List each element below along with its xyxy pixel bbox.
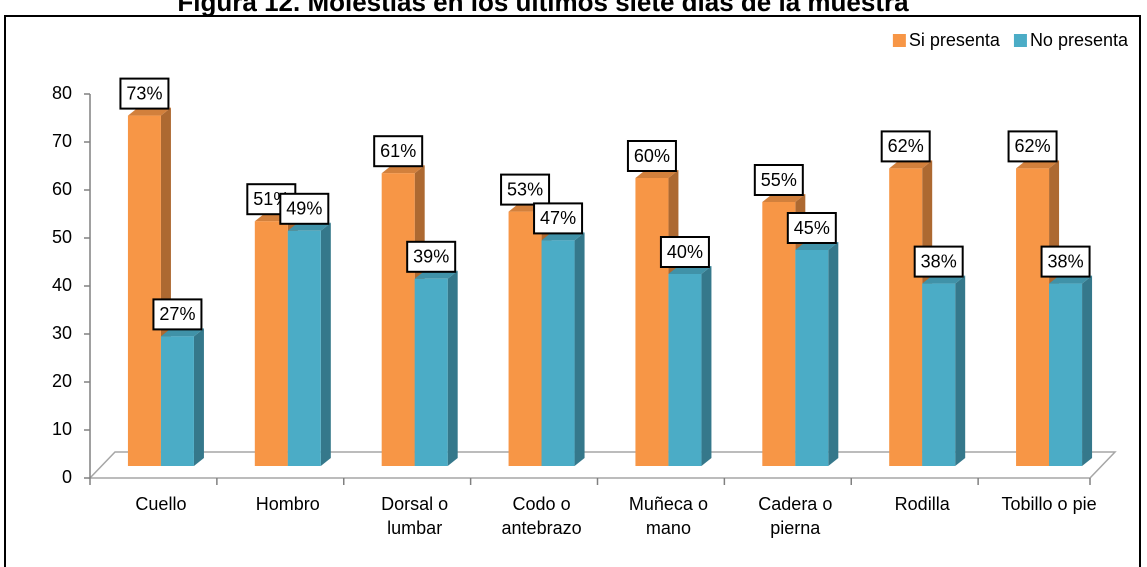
bar (381, 173, 415, 466)
value-label: 47% (540, 208, 576, 228)
value-label: 45% (794, 218, 830, 238)
value-label: 73% (126, 83, 162, 103)
bar (541, 240, 575, 466)
value-label-box (880, 130, 931, 163)
bar (127, 115, 161, 466)
value-label-box (1007, 130, 1058, 163)
legend-label: No presenta (1030, 30, 1129, 50)
y-tick-label: 80 (52, 83, 72, 103)
chart-title: Figura 12. Molestias en los últimos siet… (177, 0, 909, 17)
y-tick-label: 70 (52, 131, 72, 151)
value-label: 38% (921, 251, 957, 271)
bar-side (828, 242, 839, 466)
y-tick-label: 10 (52, 419, 72, 439)
bar (254, 221, 288, 466)
bar (414, 278, 448, 466)
value-label: 53% (507, 179, 543, 199)
value-label-box (279, 192, 330, 225)
x-tick-label: Muñeca o mano (628, 494, 708, 538)
y-tick-label: 40 (52, 275, 72, 295)
bar (508, 211, 542, 466)
bar (889, 168, 923, 466)
x-tick-label: Cadera o pierna (758, 494, 833, 538)
bar (635, 178, 669, 466)
value-label-box (1040, 245, 1091, 278)
bar (795, 250, 829, 466)
bar-side (574, 232, 585, 466)
bar (762, 202, 796, 466)
legend-label: Si presenta (909, 30, 1001, 50)
value-label: 55% (761, 170, 797, 190)
y-tick-label: 60 (52, 179, 72, 199)
bar (287, 230, 321, 466)
value-label-box (152, 298, 203, 331)
value-label: 40% (667, 242, 703, 262)
value-label: 38% (1048, 251, 1084, 271)
value-label-box (626, 140, 677, 172)
y-tick-label: 20 (52, 371, 72, 391)
bar-side (320, 222, 331, 466)
bar-side (447, 270, 458, 466)
legend-swatch (1013, 34, 1027, 47)
value-label: 60% (634, 146, 670, 166)
x-tick-label: Codo o antebrazo (501, 494, 582, 538)
y-tick-label: 30 (52, 323, 72, 343)
value-label-box (786, 212, 837, 244)
value-label-box (500, 173, 551, 206)
bar (1016, 168, 1050, 466)
value-label: 49% (286, 199, 322, 219)
bar-side (701, 266, 712, 466)
value-label-box (406, 240, 457, 273)
bar (668, 274, 702, 466)
legend-swatch (892, 34, 906, 47)
bar (1049, 283, 1083, 466)
value-label-box (533, 202, 584, 235)
x-tick-label: Cuello (135, 494, 187, 514)
floor (88, 451, 1117, 479)
value-label-box (753, 164, 804, 196)
value-label: 62% (1015, 136, 1051, 156)
chart-frame (4, 15, 1141, 567)
value-label: 61% (380, 141, 416, 161)
value-label: 62% (888, 136, 924, 156)
x-tick-label: Hombro (255, 494, 320, 514)
value-label: 39% (413, 247, 449, 267)
x-tick-label: Tobillo o pie (1001, 494, 1097, 514)
y-tick-label: 0 (62, 467, 72, 487)
bar-side (955, 275, 966, 466)
x-tick-label: Rodilla (894, 494, 950, 514)
value-label: 27% (159, 304, 195, 324)
bar-side (1082, 275, 1093, 466)
value-label-box (373, 135, 424, 168)
value-label-box (119, 77, 170, 110)
x-tick-label: Dorsal o lumbar (381, 494, 449, 538)
value-label-box (913, 245, 964, 278)
bar (160, 336, 194, 466)
bar (922, 283, 956, 466)
bar-side (193, 328, 204, 466)
value-label-box (659, 236, 710, 268)
y-tick-label: 50 (52, 227, 72, 247)
